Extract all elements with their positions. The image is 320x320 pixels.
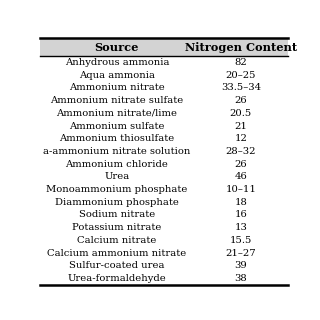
Text: Calcium nitrate: Calcium nitrate [77, 236, 156, 245]
Text: Sulfur-coated urea: Sulfur-coated urea [69, 261, 164, 270]
Text: Ammonium nitrate/lime: Ammonium nitrate/lime [56, 109, 177, 118]
Text: Ammonium nitrate: Ammonium nitrate [69, 84, 165, 92]
Text: 12: 12 [235, 134, 247, 143]
Text: Ammonium sulfate: Ammonium sulfate [69, 122, 164, 131]
Text: 16: 16 [235, 211, 247, 220]
Text: 28–32: 28–32 [226, 147, 256, 156]
Text: 10–11: 10–11 [226, 185, 256, 194]
Text: 18: 18 [235, 198, 247, 207]
Text: Ammonium thiosulfate: Ammonium thiosulfate [59, 134, 174, 143]
Text: 15.5: 15.5 [230, 236, 252, 245]
Text: Nitrogen Content: Nitrogen Content [185, 42, 297, 53]
Text: 46: 46 [235, 172, 247, 181]
Bar [40, 38, 288, 56]
Text: Aqua ammonia: Aqua ammonia [79, 71, 155, 80]
Text: 38: 38 [235, 274, 247, 283]
Text: 33.5–34: 33.5–34 [221, 84, 261, 92]
Text: 26: 26 [235, 160, 247, 169]
Text: Anhydrous ammonia: Anhydrous ammonia [65, 58, 169, 67]
Text: Potassium nitrate: Potassium nitrate [72, 223, 162, 232]
Text: 13: 13 [235, 223, 247, 232]
Text: Diammonium phosphate: Diammonium phosphate [55, 198, 179, 207]
Text: Monoammonium phosphate: Monoammonium phosphate [46, 185, 188, 194]
Text: Source: Source [95, 42, 139, 53]
Text: Ammonium chloride: Ammonium chloride [66, 160, 168, 169]
Text: a-ammonium nitrate solution: a-ammonium nitrate solution [43, 147, 191, 156]
Text: Calcium ammonium nitrate: Calcium ammonium nitrate [47, 249, 187, 258]
Text: 21: 21 [235, 122, 247, 131]
Text: 26: 26 [235, 96, 247, 105]
Text: 21–27: 21–27 [226, 249, 256, 258]
Text: 20–25: 20–25 [226, 71, 256, 80]
Text: Urea: Urea [104, 172, 130, 181]
Text: 20.5: 20.5 [230, 109, 252, 118]
Text: 82: 82 [235, 58, 247, 67]
Text: Urea-formaldehyde: Urea-formaldehyde [68, 274, 166, 283]
Text: Ammonium nitrate sulfate: Ammonium nitrate sulfate [50, 96, 183, 105]
Text: Sodium nitrate: Sodium nitrate [79, 211, 155, 220]
Text: 39: 39 [235, 261, 247, 270]
